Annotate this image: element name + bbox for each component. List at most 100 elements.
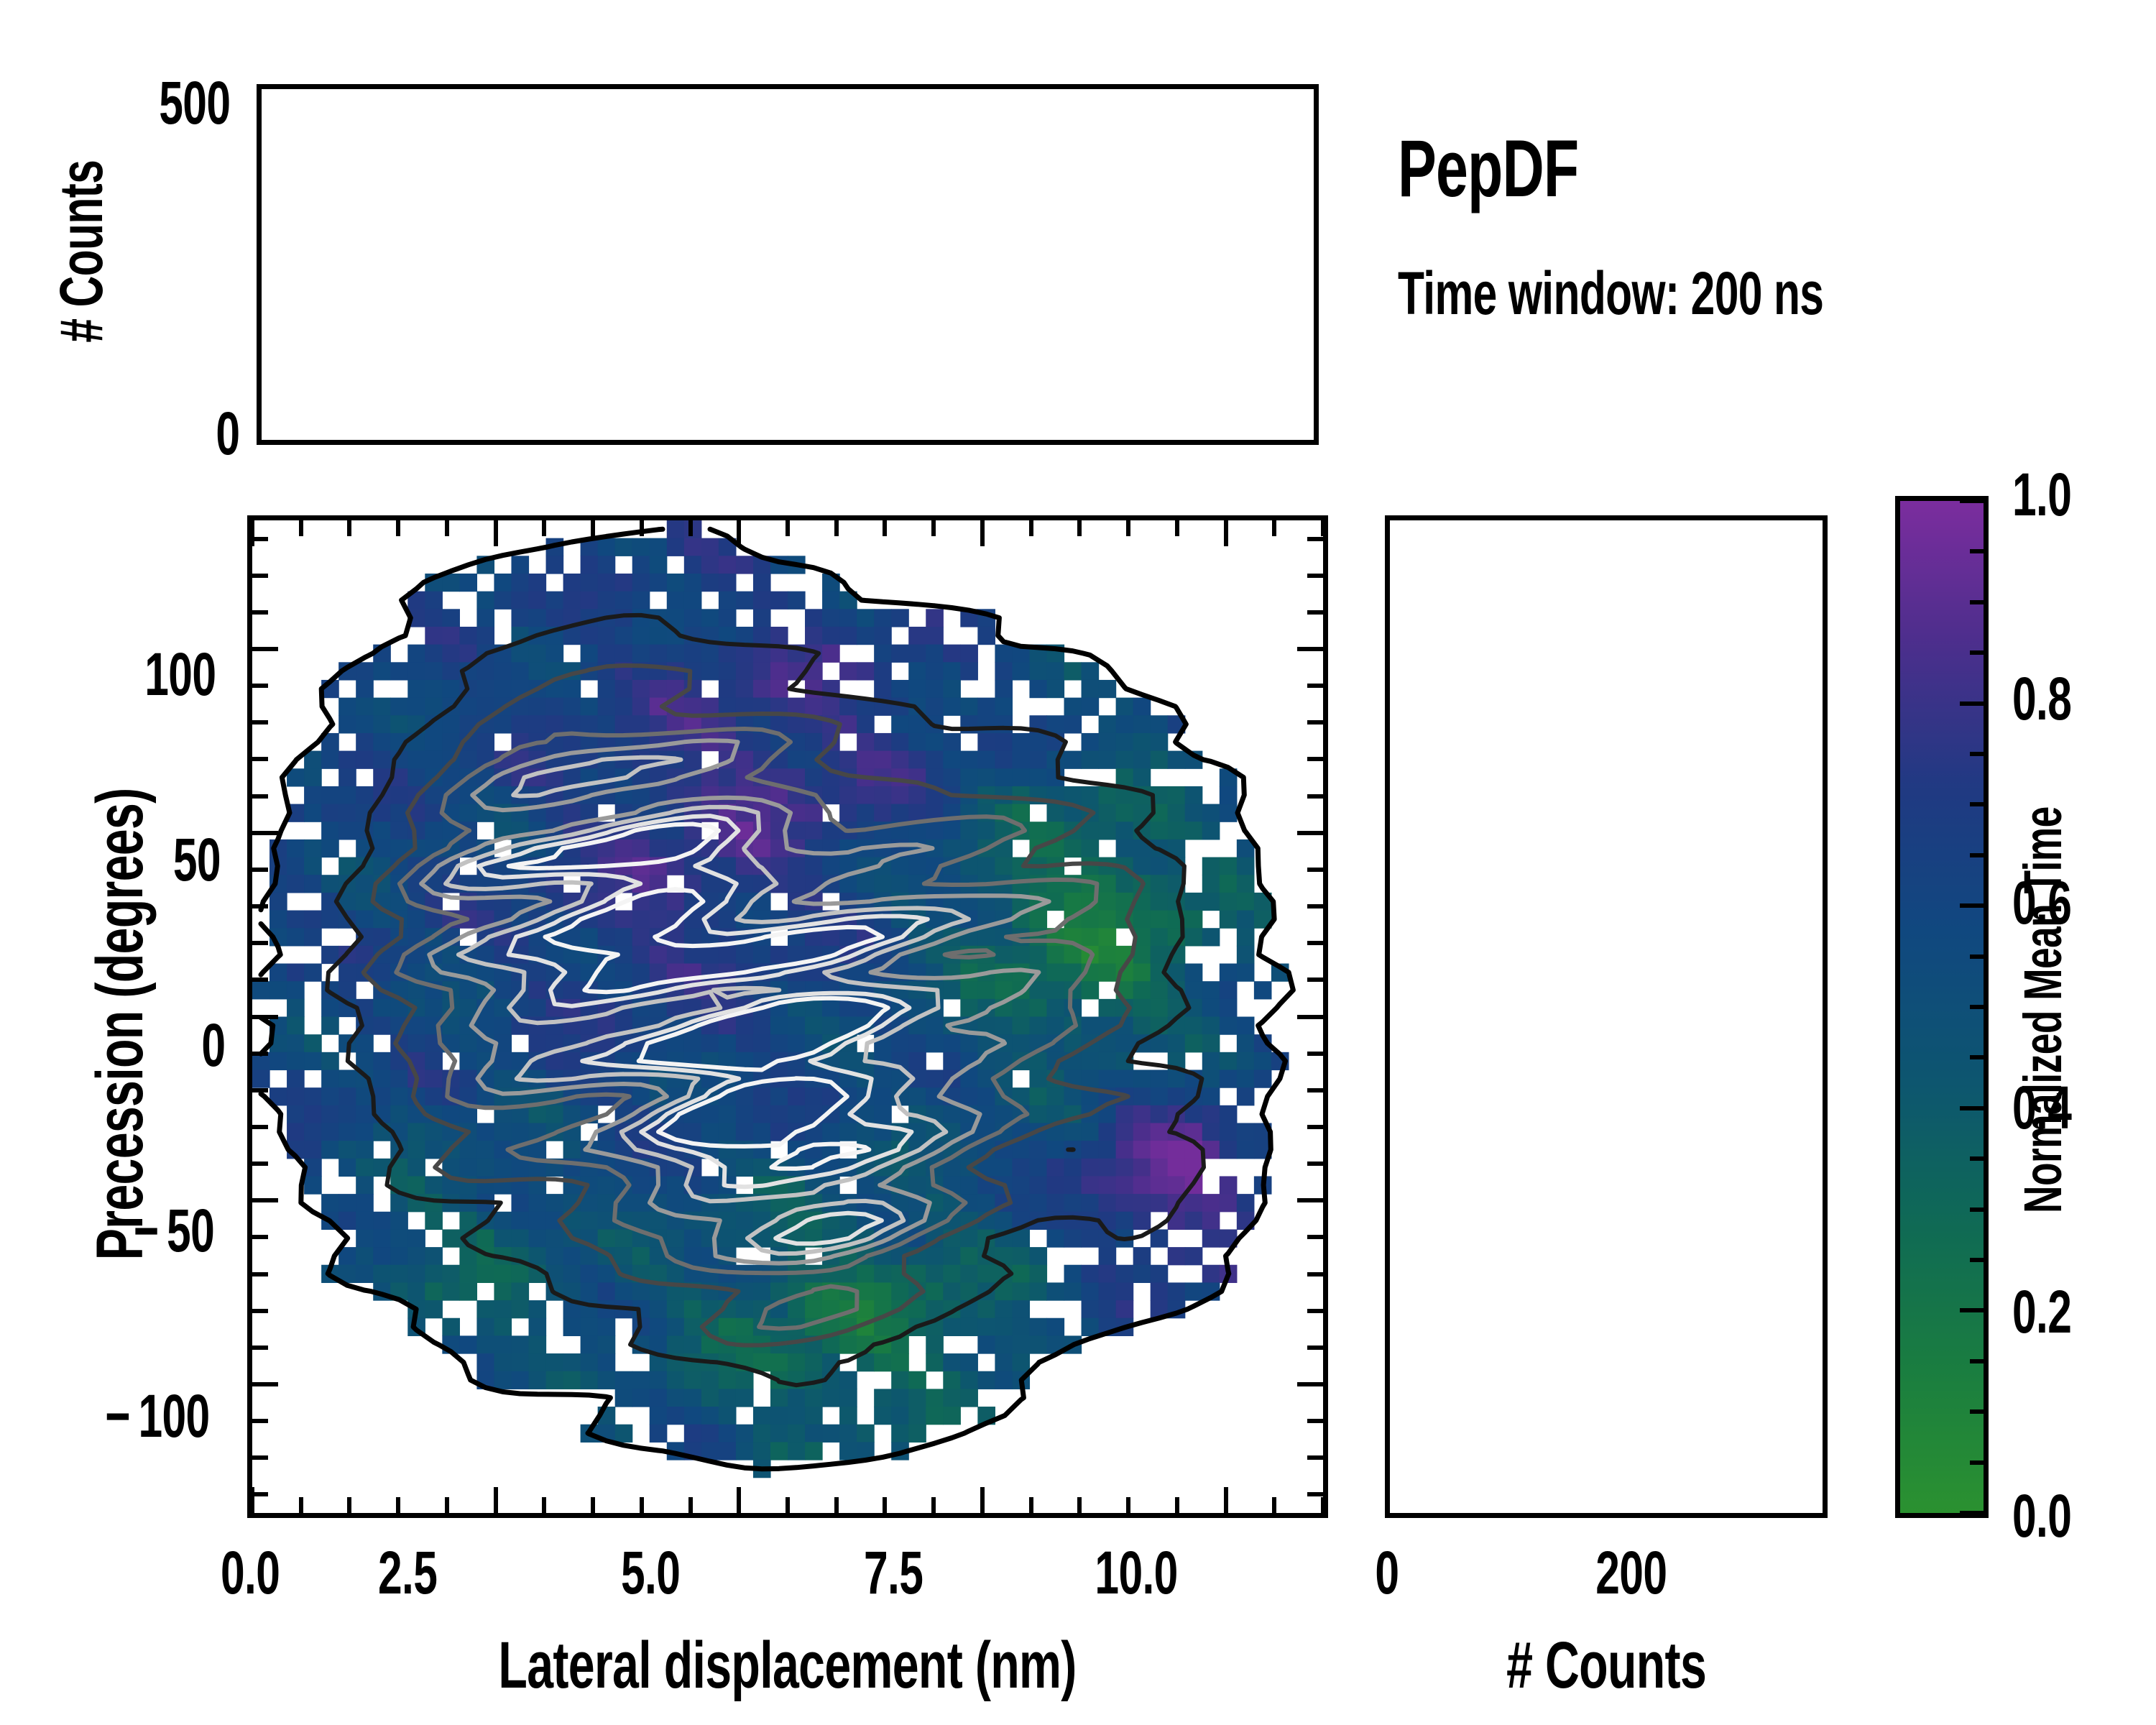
main-ytick-mark — [252, 867, 268, 872]
main-xtick-mark-top — [883, 520, 888, 536]
main-xtick-mark — [1126, 1497, 1131, 1513]
main-ytick-mark — [252, 1014, 278, 1019]
main-ytick-mark-right — [1307, 1124, 1323, 1129]
main-ytick-mark-right — [1307, 1087, 1323, 1092]
main-ytick-mark — [252, 1198, 278, 1203]
main-ytick-mark — [252, 1271, 268, 1276]
main-ytick-mark — [252, 610, 268, 615]
main-xtick-mark — [542, 1497, 547, 1513]
main-ytick-mark-right — [1307, 794, 1323, 799]
right-xlabel: # Counts — [1506, 1629, 1707, 1702]
main-ytick-mark-right — [1307, 610, 1323, 615]
colorbar-tick-0-4: 0.4 — [2012, 1074, 2072, 1141]
right-xtick-0: 0 — [1375, 1539, 1399, 1606]
colorbar-tick-mark — [1970, 752, 1989, 756]
main-xtick-mark — [639, 1497, 644, 1513]
colorbar-tick-mark — [1970, 1005, 1989, 1009]
colorbar-tick-mark — [1970, 954, 1989, 959]
main-ytick-mark — [252, 1087, 268, 1092]
main-xtick-10-0: 10.0 — [1095, 1539, 1178, 1606]
main-xtick-5-0: 5.0 — [620, 1539, 681, 1606]
main-ytick-mark — [252, 978, 268, 983]
main-xtick-mark — [1272, 1497, 1277, 1513]
main-xtick-mark — [1077, 1497, 1082, 1513]
main-ytick-mark-right — [1307, 1419, 1323, 1424]
main-ytick-mark-right — [1307, 757, 1323, 762]
main-xtick-mark-top — [1223, 520, 1228, 546]
figure-subtitle: Time window: 200 ns — [1398, 259, 1989, 328]
main-ytick-mark-right — [1297, 830, 1323, 835]
main-xtick-mark-top — [1028, 520, 1033, 536]
main-ytick-mark — [252, 1455, 268, 1460]
main-xtick-mark-top — [493, 520, 498, 546]
main-ytick-mark-right — [1307, 1492, 1323, 1497]
main-ytick-mark-right — [1307, 536, 1323, 541]
main-ytick-mark-right — [1307, 867, 1323, 872]
main-xtick-mark — [786, 1497, 790, 1513]
main-ytick-mark-right — [1307, 684, 1323, 689]
colorbar-tick-1-0: 1.0 — [2012, 461, 2072, 528]
main-xtick-mark-top — [298, 520, 303, 536]
main-xtick-mark-top — [639, 520, 644, 536]
colorbar-tick-mark — [1960, 701, 1989, 706]
main-ytick-mark — [252, 647, 278, 652]
main-xtick-7-5: 7.5 — [863, 1539, 923, 1606]
right-xtick-200: 200 — [1595, 1539, 1667, 1606]
main-ytick-mark — [252, 536, 268, 541]
top-histogram-ytick-0: 0 — [216, 400, 241, 467]
main-xtick-mark-top — [980, 520, 985, 546]
main-heatmap-panel — [247, 515, 1328, 1518]
main-xtick-mark — [980, 1487, 985, 1513]
colorbar-tick-0-0: 0.0 — [2012, 1482, 2072, 1550]
main-xtick-mark — [493, 1487, 498, 1513]
right-histogram-canvas — [1390, 520, 1823, 1513]
colorbar-tick-mark — [1960, 1511, 1989, 1515]
main-xtick-mark — [1321, 1497, 1325, 1513]
colorbar-tick-mark — [1970, 1460, 1989, 1465]
colorbar-tick-mark — [1970, 1358, 1989, 1363]
main-heatmap-canvas — [252, 520, 1323, 1513]
main-ytick-mark-right — [1297, 647, 1323, 652]
main-ytick-mark — [252, 684, 268, 689]
main-ylabel: Precession (degrees) — [83, 788, 157, 1261]
main-xtick-mark-top — [737, 520, 742, 546]
colorbar-tick-mark — [1960, 499, 1989, 503]
colorbar-tick-mark — [1970, 1409, 1989, 1414]
main-ytick-50: 50 — [173, 826, 221, 893]
top-histogram-panel — [257, 84, 1319, 445]
main-ytick-mark — [252, 794, 268, 799]
main-ytick-mark — [252, 1345, 268, 1350]
main-ytick-mark-right — [1297, 1381, 1323, 1386]
main-ytick-mark — [252, 941, 268, 946]
main-xtick-mark-top — [396, 520, 401, 536]
main-xtick-mark — [591, 1497, 596, 1513]
main-xtick-mark — [688, 1497, 693, 1513]
main-ytick-mark — [252, 1162, 268, 1167]
main-xtick-mark-top — [591, 520, 596, 536]
top-histogram-canvas — [262, 89, 1314, 440]
figure-title: PepDF — [1398, 122, 1649, 215]
colorbar-tick-mark — [1960, 1308, 1989, 1313]
main-ytick-mark — [252, 757, 268, 762]
colorbar-label: Normalized Mean Time — [2013, 806, 2073, 1213]
main-xtick-mark-top — [1126, 520, 1131, 536]
main-ytick-mark — [252, 1051, 268, 1056]
colorbar-tick-0-6: 0.6 — [2012, 869, 2072, 937]
main-xtick-mark — [931, 1497, 936, 1513]
main-xtick-mark-top — [1321, 520, 1325, 536]
colorbar-tick-mark — [1970, 852, 1989, 857]
colorbar-tick-mark — [1970, 1156, 1989, 1162]
main-ytick-mark-right — [1307, 1455, 1323, 1460]
main-xtick-mark-top — [931, 520, 936, 536]
main-ytick-mark-right — [1307, 1051, 1323, 1056]
main-ytick-mark-right — [1307, 978, 1323, 983]
main-ytick-mark-right — [1307, 720, 1323, 725]
main-ytick-mark-right — [1307, 1235, 1323, 1240]
main-xtick-mark — [1174, 1497, 1179, 1513]
main-ytick-neg100: − 100 — [105, 1382, 210, 1450]
main-ytick-mark — [252, 1124, 268, 1129]
main-xtick-mark-top — [542, 520, 547, 536]
main-ytick-mark-right — [1307, 1345, 1323, 1350]
main-ytick-mark-right — [1307, 941, 1323, 946]
main-xtick-mark — [834, 1497, 839, 1513]
